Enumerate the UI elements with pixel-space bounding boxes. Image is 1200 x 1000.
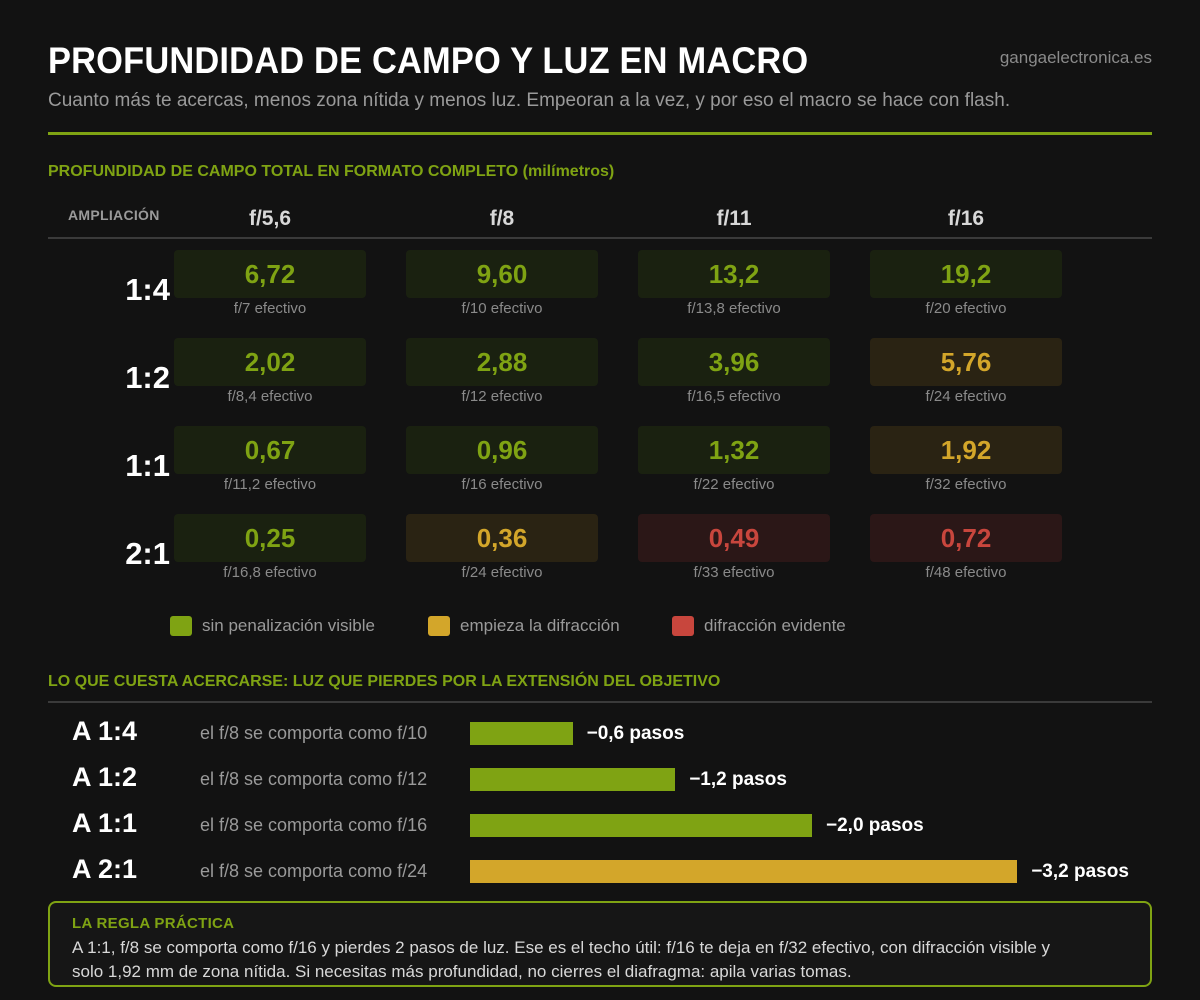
bar [470,768,676,791]
bar-description: el f/8 se comporta como f/10 [200,723,428,743]
table-cell: 0,67 [174,426,366,474]
row-label: 2:1 [125,536,170,571]
table-cell: 13,2 [638,250,830,298]
legend-swatch [672,616,694,636]
header: PROFUNDIDAD DE CAMPO Y LUZ EN MACRO gang… [48,40,1152,112]
rule-box: LA REGLA PRÁCTICA A 1:1, f/8 se comporta… [48,901,1152,987]
header-divider [48,132,1152,135]
effective-aperture: f/16,8 efectivo [223,564,317,581]
chart-divider [48,701,1152,703]
row-header: AMPLIACIÓN [68,207,160,223]
effective-aperture: f/16 efectivo [461,476,543,493]
legend-swatch [170,616,192,636]
row-label: 1:4 [125,272,170,307]
table-cell: 5,76 [870,338,1062,386]
table-cell: 2,02 [174,338,366,386]
table-cell: 0,36 [406,514,598,562]
effective-aperture: f/48 efectivo [925,564,1007,581]
bar-value-label: −0,6 pasos [586,723,685,744]
row-label: 1:2 [125,360,170,395]
legend-item: sin penalización visible [170,616,375,636]
table-cell: 0,96 [406,426,598,474]
page-subtitle: Cuanto más te acercas, menos zona nítida… [48,90,1011,111]
table-cell: 0,49 [638,514,830,562]
effective-aperture: f/11,2 efectivo [223,476,317,493]
bar-value-label: −1,2 pasos [689,769,787,790]
bar-description: el f/8 se comporta como f/16 [200,815,428,835]
bar-category-label: A 1:2 [72,762,138,792]
legend-label: sin penalización visible [202,616,375,635]
effective-aperture: f/24 efectivo [461,564,543,581]
table-cell: 0,72 [870,514,1062,562]
table-cell: 6,72 [174,250,366,298]
legend-item: empieza la difracción [428,616,620,636]
effective-aperture: f/16,5 efectivo [687,388,781,405]
table-cell: 9,60 [406,250,598,298]
effective-aperture: f/33 efectivo [693,564,775,581]
effective-aperture: f/32 efectivo [925,476,1007,493]
legend-swatch [428,616,450,636]
bar-category-label: A 1:4 [72,716,138,746]
effective-aperture: f/24 efectivo [925,388,1007,405]
page-title: PROFUNDIDAD DE CAMPO Y LUZ EN MACRO [48,40,809,81]
bar-description: el f/8 se comporta como f/12 [200,769,428,789]
effective-aperture: f/20 efectivo [925,300,1007,317]
bar-description: el f/8 se comporta como f/24 [200,861,428,881]
effective-aperture: f/13,8 efectivo [687,300,781,317]
effective-aperture: f/7 efectivo [233,300,307,317]
bar [470,722,573,745]
bar-category-label: A 1:1 [72,808,138,838]
column-header: f/5,6 [248,207,292,230]
effective-aperture: f/22 efectivo [693,476,775,493]
row-label: 1:1 [125,448,170,483]
table-cell: 19,2 [870,250,1062,298]
table-cell: 1,32 [638,426,830,474]
rule-title: LA REGLA PRÁCTICA [72,915,235,932]
legend-item: difracción evidente [672,616,846,636]
table-cell: 2,88 [406,338,598,386]
rule-text: A 1:1, f/8 se comporta como f/16 y pierd… [72,938,1051,981]
column-header: f/8 [489,207,515,230]
bar [470,860,1018,883]
bar-value-label: −3,2 pasos [1031,861,1129,882]
column-header: f/16 [947,207,985,230]
table-cell: 3,96 [638,338,830,386]
column-header: f/11 [716,207,752,230]
legend-label: difracción evidente [704,616,846,635]
dof-table-title: PROFUNDIDAD DE CAMPO TOTAL EN FORMATO CO… [48,163,615,180]
bar [470,814,812,837]
effective-aperture: f/8,4 efectivo [227,388,313,405]
legend-label: empieza la difracción [460,616,620,635]
effective-aperture: f/12 efectivo [461,388,543,405]
site-name: gangaelectronica.es [999,48,1152,67]
light-chart-title: LO QUE CUESTA ACERCARSE: LUZ QUE PIERDES… [48,673,721,690]
bar-value-label: −2,0 pasos [826,815,924,836]
table-cell: 1,92 [870,426,1062,474]
effective-aperture: f/10 efectivo [461,300,543,317]
bar-category-label: A 2:1 [72,854,138,884]
table-divider [48,237,1152,239]
table-cell: 0,25 [174,514,366,562]
